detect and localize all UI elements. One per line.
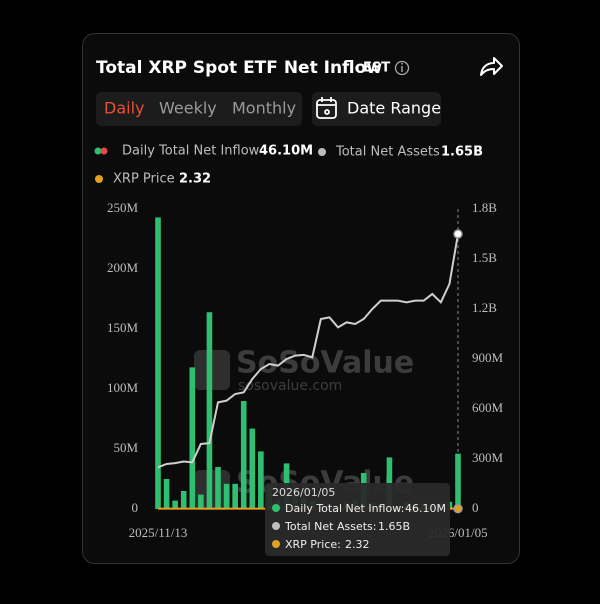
tooltip-value: 46.10M xyxy=(405,502,446,515)
legend-value: 46.10M xyxy=(259,144,313,159)
legend-value: 2.32 xyxy=(179,172,211,187)
tab-daily[interactable]: Daily xyxy=(104,99,144,118)
bar xyxy=(155,217,161,509)
bar xyxy=(181,491,187,509)
bar xyxy=(207,312,213,509)
y2-tick-label: 0 xyxy=(472,500,479,515)
y-tick-label: 200M xyxy=(107,260,139,275)
bar xyxy=(249,429,255,509)
y-tick-label: 100M xyxy=(107,380,139,395)
chart-title: Total XRP Spot ETF Net Inflow xyxy=(96,58,382,78)
tooltip-label: Total Net Assets: xyxy=(284,520,377,533)
tooltip-value: 2.32 xyxy=(345,538,370,551)
bar xyxy=(232,484,238,509)
bar xyxy=(198,495,204,509)
watermark-site: sosovalue.com xyxy=(238,378,342,394)
y2-tick-label: 300M xyxy=(472,450,504,465)
bar xyxy=(224,484,230,509)
legend-label: Total Net Assets xyxy=(335,145,440,160)
bar xyxy=(258,451,264,509)
y-tick-label: 250M xyxy=(107,200,139,215)
y2-tick-label: 600M xyxy=(472,400,504,415)
tab-monthly[interactable]: Monthly xyxy=(232,99,296,118)
y-tick-label: 50M xyxy=(113,440,138,455)
tooltip-label: XRP Price: xyxy=(285,538,341,551)
y-tick-label: 150M xyxy=(107,320,139,335)
bar xyxy=(455,454,461,509)
tooltip: 2026/01/05 Daily Total Net Inflow: 46.10… xyxy=(265,483,450,556)
bar xyxy=(164,479,170,509)
legend-value: 1.65B xyxy=(441,145,483,160)
date-range-label[interactable]: Date Range xyxy=(347,99,441,118)
y-tick-label: 0 xyxy=(132,500,139,515)
y2-tick-label: 1.5B xyxy=(472,250,497,265)
tab-weekly[interactable]: Weekly xyxy=(159,99,217,118)
x-tick-label: 2025/11/13 xyxy=(129,525,188,540)
y2-tick-label: 900M xyxy=(472,350,504,365)
point-marker xyxy=(454,505,462,513)
point-marker xyxy=(454,230,462,238)
y2-tick-label: 1.2B xyxy=(472,300,497,315)
timezone[interactable]: EST xyxy=(363,61,390,76)
bar xyxy=(215,467,221,509)
bar xyxy=(241,401,247,509)
legend-label: XRP Price xyxy=(113,172,175,187)
tooltip-value: 1.65B xyxy=(378,520,410,533)
watermark-brand: SoSoValue xyxy=(236,346,414,381)
y2-tick-label: 1.8B xyxy=(472,200,497,215)
bar xyxy=(189,367,195,509)
tooltip-date: 2026/01/05 xyxy=(272,486,335,499)
tooltip-label: Daily Total Net Inflow: xyxy=(285,502,404,515)
legend-label: Daily Total Net Inflow xyxy=(122,144,260,159)
